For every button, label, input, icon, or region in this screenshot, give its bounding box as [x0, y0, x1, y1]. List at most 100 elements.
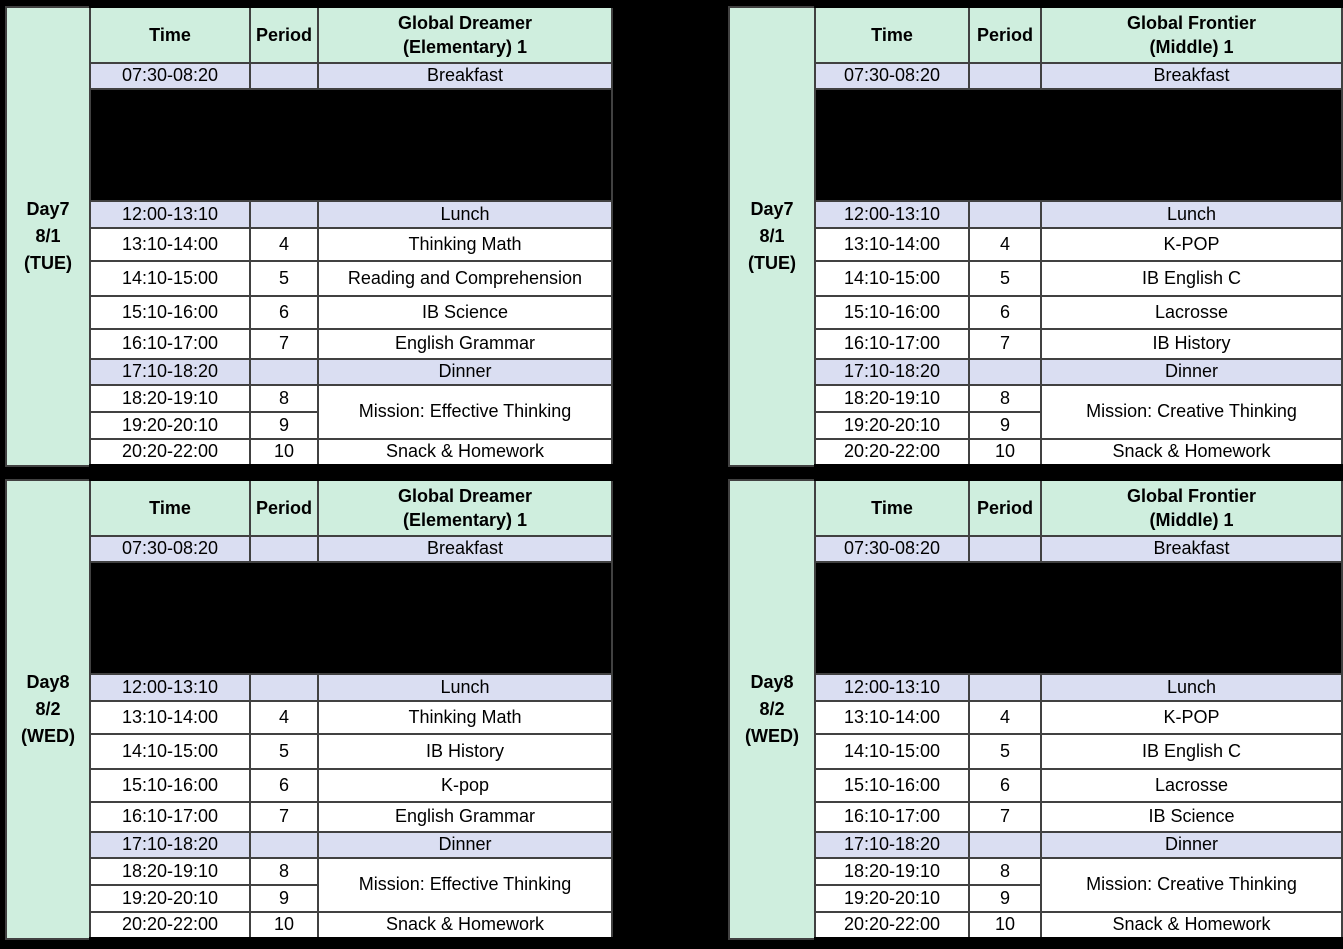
period-cell: 5 — [968, 732, 1042, 770]
time-cell: 18:20-19:10 — [89, 856, 251, 886]
group-level: (Elementary) 1 — [402, 36, 528, 57]
period-cell — [249, 61, 319, 90]
activity-cell: Breakfast — [1040, 61, 1343, 90]
subject-cell: Snack & Homework — [1040, 437, 1343, 467]
subject-cell: Lacrosse — [1040, 767, 1343, 803]
time-cell: 17:10-18:20 — [89, 357, 251, 386]
day-number: Day8 — [26, 671, 70, 692]
group-level: (Middle) 1 — [1149, 509, 1234, 530]
day-date: 8/1 — [759, 225, 785, 246]
subject-cell: Thinking Math — [317, 226, 613, 262]
period-cell: 10 — [968, 910, 1042, 940]
time-cell: 12:00-13:10 — [814, 199, 970, 229]
activity-cell: Breakfast — [317, 534, 613, 563]
period-cell — [968, 672, 1042, 702]
time-cell: 14:10-15:00 — [89, 732, 251, 770]
subject-cell: K-POP — [1040, 699, 1343, 735]
period-cell — [249, 199, 319, 229]
period-cell: 10 — [249, 910, 319, 940]
activity-cell: Lunch — [1040, 672, 1343, 702]
day-number: Day8 — [750, 671, 794, 692]
time-cell: 15:10-16:00 — [89, 294, 251, 330]
activity-cell: Dinner — [317, 830, 613, 859]
time-cell: 12:00-13:10 — [89, 672, 251, 702]
time-cell: 12:00-13:10 — [814, 672, 970, 702]
period-cell: 4 — [249, 699, 319, 735]
schedule-day8-middle: Day8 8/2 (WED) Time Period Global Fronti… — [728, 478, 1343, 940]
time-cell: 13:10-14:00 — [89, 699, 251, 735]
period-column-header: Period — [249, 478, 319, 537]
day-weekday: (TUE) — [748, 252, 796, 273]
period-cell: 7 — [249, 327, 319, 360]
period-column-header: Period — [968, 5, 1042, 64]
day-weekday: (WED) — [21, 725, 75, 746]
mission-cell: Mission: Effective Thinking — [317, 856, 613, 913]
subject-cell: IB Science — [1040, 800, 1343, 833]
period-cell: 5 — [968, 259, 1042, 297]
day-date: 8/2 — [759, 698, 785, 719]
activity-cell: Lunch — [1040, 199, 1343, 229]
subject-cell: IB History — [1040, 327, 1343, 360]
activity-cell: Dinner — [317, 357, 613, 386]
time-cell: 19:20-20:10 — [814, 410, 970, 440]
schedule-day8-elementary: Day8 8/2 (WED) Time Period Global Dreame… — [5, 478, 613, 940]
period-cell: 6 — [249, 294, 319, 330]
period-cell: 6 — [968, 767, 1042, 803]
period-cell: 9 — [249, 883, 319, 913]
time-cell: 14:10-15:00 — [89, 259, 251, 297]
time-cell: 07:30-08:20 — [814, 61, 970, 90]
time-cell: 17:10-18:20 — [814, 357, 970, 386]
day-cell: Day8 8/2 (WED) — [728, 478, 816, 940]
activity-cell: Dinner — [1040, 830, 1343, 859]
time-cell: 19:20-20:10 — [89, 410, 251, 440]
time-cell: 20:20-22:00 — [89, 910, 251, 940]
time-cell: 17:10-18:20 — [89, 830, 251, 859]
time-column-header: Time — [814, 478, 970, 537]
mission-cell: Mission: Creative Thinking — [1040, 383, 1343, 440]
period-cell: 7 — [968, 800, 1042, 833]
subject-cell: IB Science — [317, 294, 613, 330]
day-date: 8/2 — [35, 698, 61, 719]
subject-cell: IB English C — [1040, 259, 1343, 297]
schedule-day7-elementary: Day7 8/1 (TUE) Time Period Global Dreame… — [5, 5, 613, 467]
time-cell: 19:20-20:10 — [814, 883, 970, 913]
period-cell — [968, 61, 1042, 90]
activity-cell: Lunch — [317, 672, 613, 702]
subject-cell: Snack & Homework — [317, 437, 613, 467]
period-cell: 4 — [968, 699, 1042, 735]
period-cell — [968, 199, 1042, 229]
time-cell: 07:30-08:20 — [89, 61, 251, 90]
group-name: Global Frontier — [1126, 12, 1256, 33]
group-name: Global Dreamer — [397, 485, 533, 506]
subject-cell: Snack & Homework — [1040, 910, 1343, 940]
period-cell: 8 — [968, 856, 1042, 886]
subject-cell: Lacrosse — [1040, 294, 1343, 330]
subject-cell: Thinking Math — [317, 699, 613, 735]
subject-cell: IB History — [317, 732, 613, 770]
time-column-header: Time — [814, 5, 970, 64]
period-cell: 6 — [249, 767, 319, 803]
subject-cell: K-POP — [1040, 226, 1343, 262]
period-cell: 4 — [249, 226, 319, 262]
redacted-block — [814, 560, 1343, 675]
period-cell — [249, 830, 319, 859]
period-cell — [249, 357, 319, 386]
time-cell: 15:10-16:00 — [814, 294, 970, 330]
activity-cell: Lunch — [317, 199, 613, 229]
period-cell: 5 — [249, 732, 319, 770]
time-cell: 16:10-17:00 — [89, 327, 251, 360]
day-weekday: (WED) — [745, 725, 799, 746]
day-cell: Day7 8/1 (TUE) — [5, 5, 91, 467]
period-cell — [968, 830, 1042, 859]
group-column-header: Global Dreamer (Elementary) 1 — [317, 5, 613, 64]
period-cell — [249, 534, 319, 563]
day-cell: Day8 8/2 (WED) — [5, 478, 91, 940]
day-number: Day7 — [26, 198, 70, 219]
time-cell: 20:20-22:00 — [814, 437, 970, 467]
period-cell — [249, 672, 319, 702]
period-cell: 5 — [249, 259, 319, 297]
period-cell: 9 — [249, 410, 319, 440]
period-cell — [968, 357, 1042, 386]
group-level: (Middle) 1 — [1149, 36, 1234, 57]
day-weekday: (TUE) — [24, 252, 72, 273]
